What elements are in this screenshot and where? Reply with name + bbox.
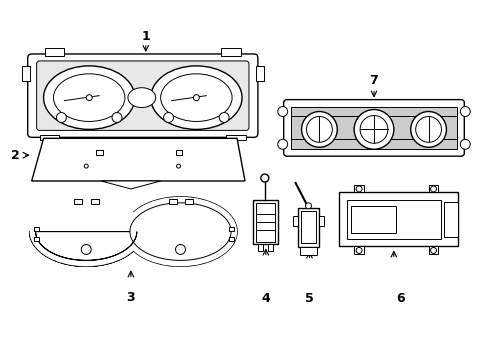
- Ellipse shape: [128, 88, 155, 108]
- Bar: [444, 202, 457, 237]
- Circle shape: [176, 164, 180, 168]
- Text: 5: 5: [305, 292, 313, 305]
- Bar: [346, 200, 441, 239]
- Bar: [91, 199, 99, 204]
- Circle shape: [86, 95, 92, 100]
- Circle shape: [459, 107, 469, 117]
- Bar: [34, 237, 39, 240]
- Circle shape: [219, 113, 229, 122]
- Bar: [297, 208, 319, 247]
- Circle shape: [410, 112, 446, 147]
- Circle shape: [429, 186, 436, 192]
- Circle shape: [415, 117, 441, 142]
- Ellipse shape: [30, 197, 142, 266]
- Circle shape: [459, 139, 469, 149]
- Ellipse shape: [150, 66, 242, 129]
- Bar: [300, 211, 316, 243]
- Bar: [168, 199, 176, 204]
- Circle shape: [112, 113, 122, 122]
- FancyBboxPatch shape: [37, 61, 248, 130]
- Circle shape: [260, 174, 268, 182]
- Bar: [185, 199, 193, 204]
- Bar: [221, 48, 241, 56]
- Circle shape: [429, 247, 436, 253]
- Text: 4: 4: [261, 292, 270, 305]
- Circle shape: [193, 95, 199, 100]
- Bar: [34, 227, 39, 231]
- Bar: [353, 185, 364, 192]
- FancyBboxPatch shape: [283, 100, 463, 156]
- Bar: [175, 150, 182, 155]
- Bar: [255, 66, 264, 81]
- Bar: [74, 199, 82, 204]
- Circle shape: [353, 109, 393, 149]
- Polygon shape: [30, 197, 237, 266]
- Bar: [350, 206, 395, 233]
- Bar: [229, 237, 234, 240]
- Ellipse shape: [123, 197, 237, 266]
- Circle shape: [355, 186, 361, 192]
- Bar: [40, 135, 60, 140]
- Polygon shape: [32, 138, 244, 181]
- Bar: [225, 135, 245, 140]
- Ellipse shape: [53, 74, 124, 121]
- FancyBboxPatch shape: [28, 54, 257, 137]
- Polygon shape: [36, 203, 231, 260]
- Ellipse shape: [161, 74, 232, 121]
- Circle shape: [84, 164, 88, 168]
- Bar: [252, 200, 277, 244]
- Text: 7: 7: [369, 74, 378, 87]
- Bar: [292, 216, 297, 226]
- Bar: [427, 185, 438, 192]
- Text: 2: 2: [11, 149, 20, 162]
- Bar: [427, 247, 438, 255]
- Text: 1: 1: [141, 30, 150, 42]
- Bar: [255, 203, 274, 242]
- Circle shape: [305, 203, 311, 209]
- Polygon shape: [101, 181, 161, 189]
- Ellipse shape: [43, 66, 135, 129]
- Bar: [44, 48, 64, 56]
- Circle shape: [175, 244, 185, 255]
- Bar: [339, 192, 457, 247]
- Circle shape: [277, 107, 287, 117]
- Bar: [267, 244, 272, 251]
- Circle shape: [359, 116, 387, 143]
- Bar: [290, 107, 456, 149]
- Circle shape: [277, 139, 287, 149]
- Text: 6: 6: [396, 292, 404, 305]
- Bar: [21, 66, 30, 81]
- Circle shape: [355, 247, 361, 253]
- Text: 3: 3: [126, 291, 135, 303]
- Circle shape: [56, 113, 66, 122]
- Circle shape: [301, 112, 337, 147]
- Bar: [299, 247, 317, 255]
- Circle shape: [81, 244, 91, 255]
- Bar: [353, 247, 364, 255]
- Circle shape: [306, 117, 332, 142]
- Bar: [96, 150, 103, 155]
- Bar: [319, 216, 324, 226]
- Bar: [257, 244, 263, 251]
- Bar: [229, 227, 234, 231]
- Circle shape: [163, 113, 173, 122]
